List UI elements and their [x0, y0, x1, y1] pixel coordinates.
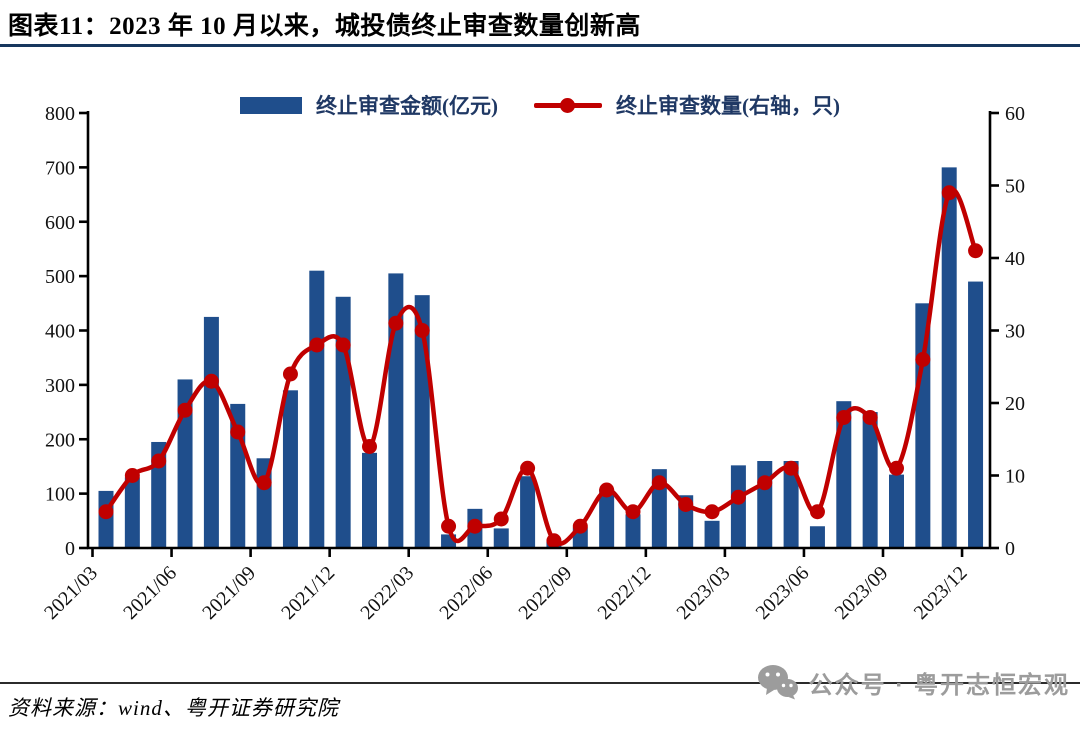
source-note: 资料来源：wind、粤开证券研究院 — [8, 696, 339, 720]
legend-bar-swatch — [240, 96, 302, 114]
left-axis-label-100: 100 — [45, 484, 75, 506]
line-marker-2023/06 — [809, 504, 825, 520]
left-axis-label-0: 0 — [65, 538, 75, 560]
line-marker-2023/09 — [889, 460, 904, 476]
legend-line-label: 终止审查数量(右轴，只) — [616, 94, 840, 118]
line-marker-2022/03 — [414, 323, 430, 338]
bar-2022/01 — [362, 452, 377, 548]
bar-2021/11 — [309, 270, 325, 548]
x-axis-label-2023/09: 2023/09 — [831, 562, 893, 624]
bar-2023/05 — [783, 461, 799, 548]
bar-2023/12 — [968, 281, 984, 548]
x-axis-label-2022/09: 2022/09 — [514, 562, 576, 624]
bar-2023/08 — [862, 412, 878, 548]
right-axis-label-10: 10 — [1005, 466, 1025, 488]
right-axis-label-30: 30 — [1005, 321, 1025, 343]
bar-2021/10 — [282, 390, 298, 548]
line-marker-2021/05 — [151, 453, 167, 469]
line-marker-2021/08 — [230, 424, 246, 440]
line-marker-2021/07 — [203, 373, 219, 389]
watermark-text: 公众号 · 粤开志恒宏观 — [808, 671, 1070, 699]
left-axis-label-600: 600 — [45, 212, 75, 234]
left-axis-label-700: 700 — [45, 157, 75, 179]
line-marker-2021/10 — [282, 366, 298, 382]
bar-2022/10 — [599, 489, 615, 548]
chart-legend: 终止审查金额(亿元) 终止审查数量(右轴，只) — [0, 90, 1080, 120]
line-marker-2022/06 — [493, 511, 509, 527]
line-marker-2023/10 — [915, 352, 931, 367]
x-axis-label-2022/03: 2022/03 — [356, 562, 418, 624]
line-marker-2021/11 — [309, 337, 325, 353]
line-marker-2022/11 — [625, 504, 641, 520]
left-axis-label-500: 500 — [45, 266, 75, 288]
x-axis-label-2022/12: 2022/12 — [593, 562, 655, 624]
bar-2023/06 — [809, 526, 825, 548]
watermark: 公众号 · 粤开志恒宏观 — [757, 664, 1070, 700]
line-marker-2021/09 — [256, 475, 272, 491]
x-axis-label-2023/03: 2023/03 — [673, 562, 735, 624]
line-marker-2023/12 — [968, 243, 984, 259]
bar-2021/12 — [335, 296, 351, 548]
wechat-icon — [757, 665, 798, 700]
line-marker-2022/02 — [388, 315, 404, 331]
line-marker-2022/09 — [572, 518, 588, 534]
left-axis-label-300: 300 — [45, 375, 75, 397]
line-marker-2023/02 — [704, 504, 720, 520]
bar-2023/03 — [730, 465, 746, 548]
x-axis-label-2023/06: 2023/06 — [752, 562, 814, 624]
bar-2023/11 — [941, 167, 957, 548]
line-marker-2022/01 — [362, 439, 377, 454]
line-marker-2023/11 — [941, 185, 957, 201]
line-marker-2022/10 — [599, 482, 615, 498]
line-marker-2023/07 — [836, 410, 852, 425]
line-marker-2021/03 — [98, 504, 114, 520]
legend-line-marker — [560, 98, 575, 113]
line-marker-2022/07 — [520, 460, 536, 476]
x-axis-label-2021/12: 2021/12 — [277, 562, 339, 624]
x-axis-label-2021/09: 2021/09 — [198, 562, 260, 624]
x-axis-label-2022/06: 2022/06 — [435, 562, 497, 624]
bar-2021/07 — [203, 316, 219, 548]
line-marker-2021/12 — [335, 337, 351, 353]
legend-bar-label: 终止审查金额(亿元) — [316, 94, 498, 118]
line-marker-2023/01 — [678, 497, 694, 512]
bar-2022/07 — [520, 476, 536, 548]
footer-divider — [0, 682, 1080, 684]
bar-2023/02 — [704, 520, 720, 548]
bar-2022/06 — [493, 528, 509, 548]
right-axis-label-40: 40 — [1005, 248, 1025, 270]
legend-line-swatch — [534, 97, 602, 114]
bar-2023/04 — [757, 461, 773, 548]
combo-chart: 0 100 200 300 400 500 600 700 800 0 10 20 30 40 50 60 20… — [40, 103, 1025, 624]
line-marker-2022/12 — [651, 475, 667, 491]
bar-2021/05 — [151, 441, 167, 548]
line-marker-2023/05 — [783, 460, 799, 476]
bar-2021/04 — [124, 477, 140, 548]
right-axis-label-0: 0 — [1005, 538, 1015, 560]
line-marker-2021/06 — [177, 402, 193, 418]
line-marker-2023/03 — [730, 489, 746, 505]
line-marker-2022/08 — [546, 533, 562, 549]
x-axis-label-2021/03: 2021/03 — [40, 562, 102, 624]
line-marker-2022/04 — [441, 518, 457, 534]
left-axis-label-200: 200 — [45, 429, 75, 451]
left-axis-label-800: 800 — [45, 103, 75, 125]
x-axis-label-2021/06: 2021/06 — [119, 562, 181, 624]
bar-2023/07 — [836, 401, 852, 548]
line-marker-2023/04 — [757, 475, 773, 491]
figure-title: 图表11：2023 年 10 月以来，城投债终止审查数量创新高 — [8, 13, 641, 40]
line-marker-2021/04 — [124, 468, 140, 483]
title-rule — [0, 44, 1080, 47]
bar-2022/11 — [625, 514, 641, 548]
line-marker-2022/05 — [467, 518, 483, 534]
bar-2023/09 — [889, 474, 904, 548]
right-axis-label-20: 20 — [1005, 393, 1025, 415]
line-marker-2023/08 — [862, 410, 878, 425]
bar-2021/03 — [98, 490, 114, 548]
right-axis-label-50: 50 — [1005, 176, 1025, 198]
left-axis-label-400: 400 — [45, 321, 75, 343]
right-axis-label-60: 60 — [1005, 103, 1025, 125]
x-axis-label-2023/12: 2023/12 — [910, 562, 972, 624]
